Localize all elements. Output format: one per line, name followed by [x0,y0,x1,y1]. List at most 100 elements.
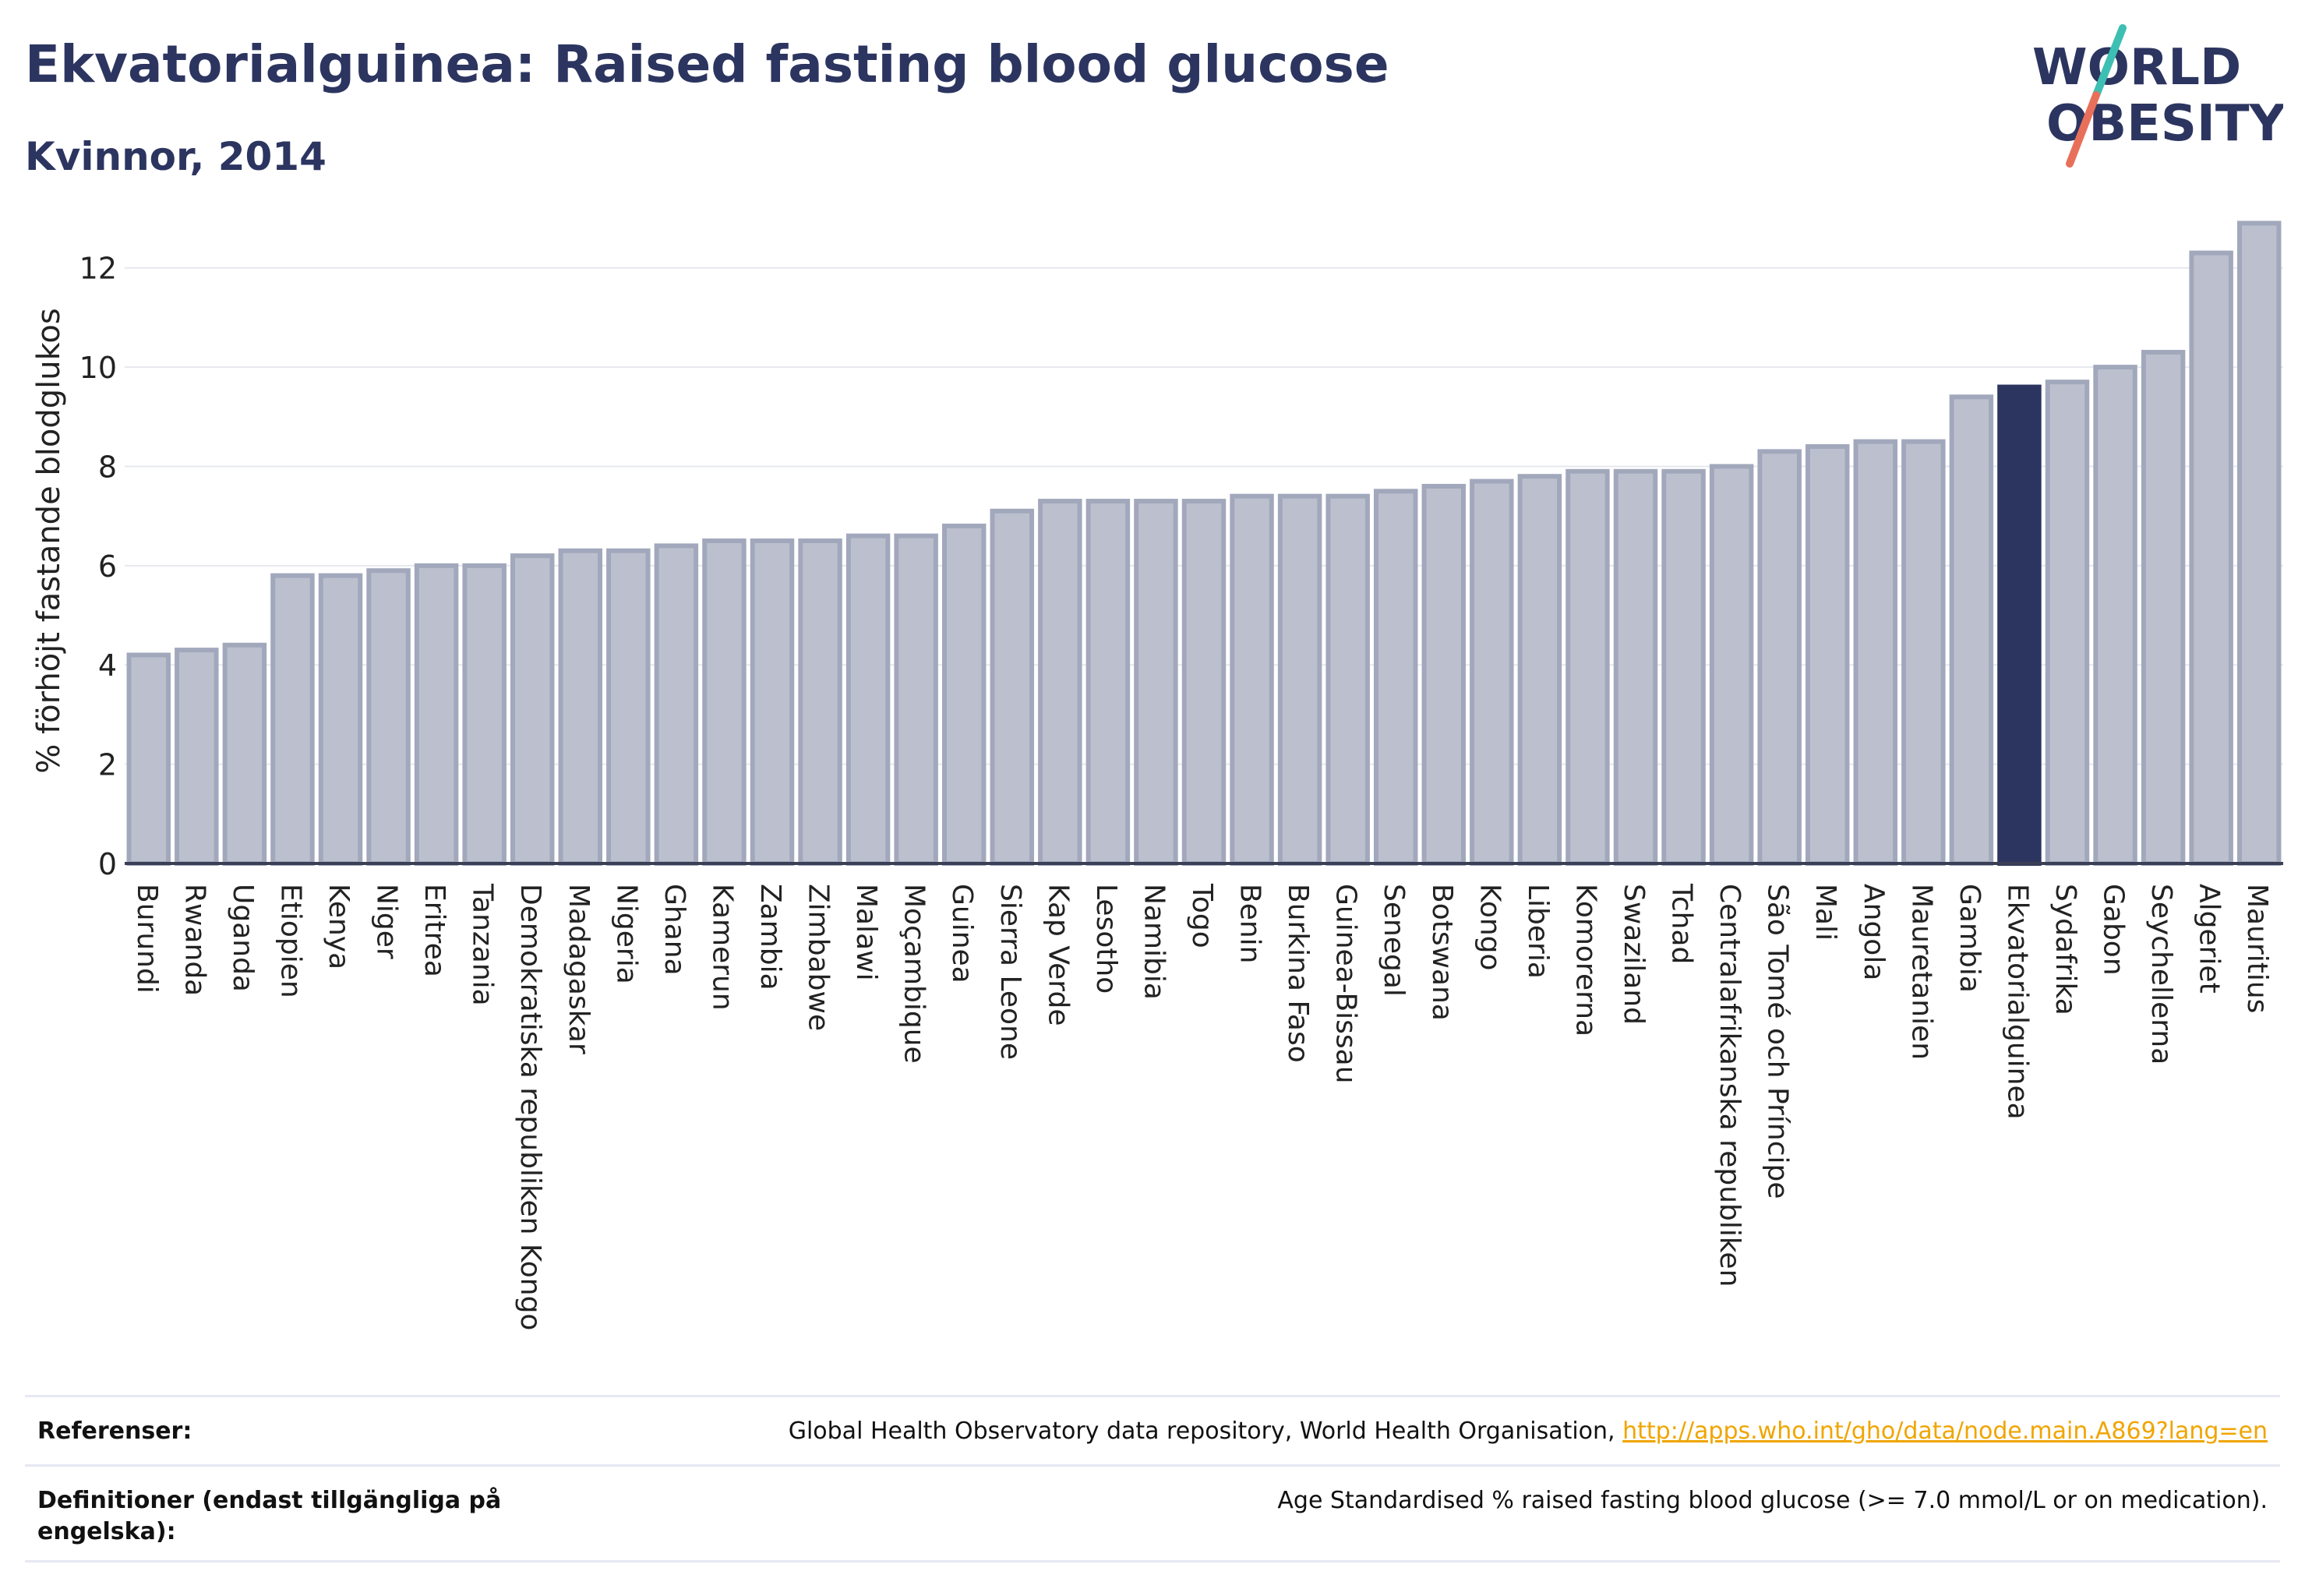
y-tick-label: 4 [98,648,117,683]
bar-demokratiska-republiken-kongo [510,553,555,866]
x-tick-label: Senegal [1378,884,1410,997]
bar-kamerun [702,538,747,866]
x-tick-label: Benin [1234,884,1266,963]
y-ticks: 0 2 4 6 8 10 12 [79,252,117,881]
definitions-row: Definitioner (endast tillgängliga på eng… [25,1464,2280,1562]
definitions-label: Definitioner (endast tillgängliga på eng… [37,1487,502,1545]
bar-seychellerna [2141,349,2186,866]
bar-centralafrikanska-republiken [1709,464,1754,866]
x-tick-label: Botswana [1426,884,1458,1021]
x-tick-label: Kongo [1474,884,1505,971]
bar-namibia [1134,499,1178,866]
bar-guinea-bissau [1325,493,1370,867]
bar-ghana [654,543,699,866]
bar-eritrea [414,563,459,866]
bar-etiopien [270,573,315,866]
x-tick-label: Eritrea [418,884,450,977]
x-tick-label: Rwanda [178,884,210,996]
bar-chart: 0 2 4 6 8 10 12 Burundi Rwanda Uganda Etiopien Ken… [31,221,2283,1330]
references-text: Global Health Observatory data repositor… [788,1418,1615,1445]
x-tick-label: Mauritius [2241,884,2273,1013]
references-value: Global Health Observatory data repositor… [789,1416,2268,1447]
bar-mali [1805,443,1850,866]
bar-ekvatorialguinea [1997,384,2042,866]
bar-mauretanien [1901,439,1946,866]
bar-guinea [941,523,987,867]
y-tick-label: 12 [79,252,117,286]
bars [126,221,2282,867]
x-tick-label: Ekvatorialguinea [2001,884,2033,1120]
x-tick-label: Zambia [754,884,786,990]
bar-mauritius [2236,221,2282,867]
bar-tchad [1661,468,1706,866]
bar-zimbabwe [798,538,842,866]
x-tick-label: Sydafrika [2049,884,2081,1015]
bar-lesotho [1085,499,1131,866]
references-link[interactable]: http://apps.who.int/gho/data/node.main.A… [1622,1418,2268,1445]
x-tick-label: Kap Verde [1042,884,1074,1026]
y-tick-label: 10 [79,351,117,385]
x-tick-label: Seychellerna [2145,884,2177,1065]
x-tick-label: Burkina Faso [1282,884,1314,1063]
x-tick-label: Mali [1809,884,1841,941]
y-tick-label: 8 [98,450,117,484]
x-tick-label: Guinea-Bissau [1330,884,1362,1084]
bar-madagaskar [558,548,603,866]
x-tick-label: Togo [1186,883,1218,948]
x-tick-label: Swaziland [1618,884,1650,1025]
x-tick-label: Tchad [1666,883,1698,964]
x-tick-label: Kenya [323,884,355,969]
references-row: Referenser: Global Health Observatory da… [25,1395,2280,1464]
world-obesity-logo: WORLD OBESITY [2032,24,2283,168]
bar-sydafrika [2045,380,2090,866]
bar-tanzania [462,563,507,866]
bar-senegal [1373,489,1418,866]
x-tick-label: Angola [1858,884,1890,980]
bar-benin [1230,493,1274,867]
x-tick-label: Namibia [1138,884,1170,1000]
bar-gambia [1949,394,1994,866]
x-tick-label: Malawi [850,884,882,981]
bar-kap-verde [1038,499,1082,866]
bar-burkina-faso [1277,493,1322,867]
bar-niger [366,568,411,866]
bar-rwanda [175,648,219,866]
y-tick-label: 6 [98,549,117,584]
x-tick-labels: Burundi Rwanda Uganda Etiopien Kenya Niger Eri… [131,883,2273,1330]
y-axis-title: % förhöjt fastande blodglukos [31,308,67,773]
bar-s-o-tom-och-pr-ncipe [1757,449,1802,866]
bar-sierra-leone [990,508,1035,866]
bar-liberia [1517,474,1562,866]
x-tick-label: São Tomé och Príncipe [1762,884,1794,1199]
x-tick-label: Mauretanien [1905,884,1937,1060]
x-tick-label: Moçambique [898,884,930,1064]
bar-botswana [1421,483,1467,866]
bar-malawi [845,533,891,867]
x-tick-label: Tanzania [467,883,499,1006]
x-tick-label: Zimbabwe [803,884,835,1031]
bar-burundi [126,652,171,866]
x-tick-label: Sierra Leone [994,884,1026,1060]
bar-swaziland [1613,468,1658,866]
x-tick-label: Niger [371,884,403,959]
y-tick-label: 0 [98,847,117,881]
bar-algeriet [2189,250,2233,867]
bar-kongo [1470,478,1514,866]
x-tick-label: Gabon [2098,884,2130,976]
x-tick-label: Algeriet [2194,884,2226,994]
bar-komorerna [1565,468,1610,866]
bar-kenya [318,573,363,866]
x-tick-label: Demokratiska republiken Kongo [514,884,546,1330]
bar-nigeria [606,548,651,866]
x-tick-label: Lesotho [1090,884,1122,994]
bar-gabon [2093,365,2137,867]
logo-text-world: WORLD [2032,39,2241,97]
logo-coral-slash [2066,91,2100,168]
logo-teal-slash [2092,24,2127,99]
x-tick-label: Guinea [946,884,978,983]
bar-angola [1853,439,1898,866]
bar-mo-ambique [894,533,938,867]
x-tick-label: Uganda [227,884,259,992]
y-tick-label: 2 [98,748,117,782]
bar-uganda [222,642,267,866]
